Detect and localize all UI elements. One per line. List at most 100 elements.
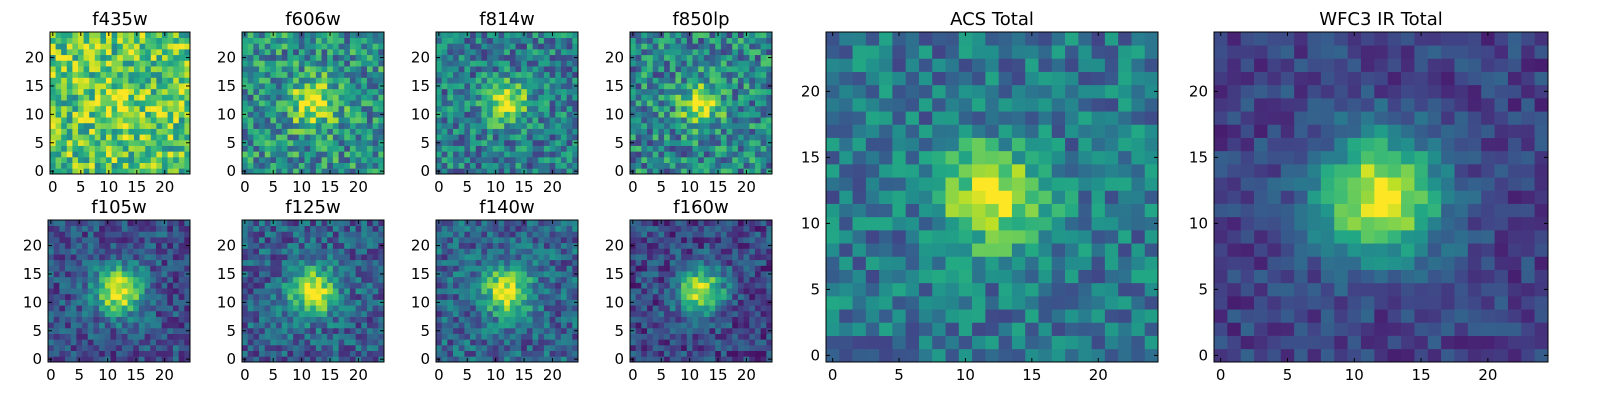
heatmap-cell	[481, 333, 488, 340]
heatmap-cell	[287, 32, 294, 39]
heatmap-cell	[138, 242, 145, 249]
heatmap-cell	[293, 105, 300, 112]
heatmap-cell	[259, 305, 266, 312]
heatmap-cell	[470, 66, 477, 73]
heatmap-cell	[310, 288, 317, 295]
heatmap-cell	[504, 128, 511, 135]
heatmap-cell	[378, 71, 385, 78]
heatmap-cell	[298, 242, 305, 249]
heatmap-cell	[310, 282, 317, 289]
heatmap-cell	[344, 248, 351, 255]
heatmap-cell	[458, 145, 465, 152]
heatmap-cell	[366, 168, 373, 175]
heatmap-cell	[641, 128, 648, 135]
heatmap-cell	[247, 288, 254, 295]
heatmap-cell	[543, 77, 550, 84]
heatmap-cell	[355, 254, 362, 261]
heatmap-cell	[743, 339, 750, 346]
heatmap-cell	[116, 282, 123, 289]
heatmap-cell	[635, 94, 642, 101]
heatmap-cell	[89, 145, 96, 152]
heatmap-cell	[509, 83, 516, 90]
heatmap-cell	[378, 265, 385, 272]
heatmap-cell	[276, 339, 283, 346]
heatmap-cell	[754, 83, 761, 90]
heatmap-cell	[349, 299, 356, 306]
heatmap-cell	[532, 242, 539, 249]
heatmap-cell	[66, 100, 73, 107]
heatmap-cell	[104, 299, 111, 306]
x-tick-label: 15	[514, 366, 533, 384]
heatmap-cell	[566, 265, 573, 272]
heatmap-cell	[167, 88, 174, 95]
heatmap-cell	[447, 259, 454, 266]
heatmap-cell	[669, 356, 676, 363]
heatmap-cell	[276, 139, 283, 146]
heatmap-cell	[492, 134, 499, 141]
heatmap-cell	[652, 66, 659, 73]
heatmap-cell	[754, 276, 761, 283]
heatmap-cell	[766, 88, 773, 95]
heatmap-cell	[310, 344, 317, 351]
heatmap-cell	[504, 83, 511, 90]
x-tick-label: 5	[268, 366, 278, 384]
heatmap-cell	[538, 344, 545, 351]
heatmap-cell	[664, 299, 671, 306]
heatmap-cell	[178, 356, 185, 363]
heatmap-cell	[526, 231, 533, 238]
heatmap-cell	[378, 117, 385, 124]
heatmap-cell	[458, 49, 465, 56]
y-tick-label: 10	[217, 293, 236, 311]
heatmap-cell	[737, 117, 744, 124]
heatmap-cell	[378, 248, 385, 255]
heatmap-cell	[647, 276, 654, 283]
heatmap-cell	[526, 288, 533, 295]
heatmap-cell	[264, 54, 271, 61]
heatmap-cell	[82, 344, 89, 351]
heatmap-cell	[355, 134, 362, 141]
heatmap-cell	[100, 60, 107, 67]
heatmap-cell	[447, 339, 454, 346]
heatmap-cell	[521, 322, 528, 329]
heatmap-cell	[184, 105, 191, 112]
heatmap-cell	[172, 231, 179, 238]
heatmap-cell	[675, 293, 682, 300]
heatmap-cell	[344, 128, 351, 135]
heatmap-cell	[344, 265, 351, 272]
heatmap-cell	[111, 77, 118, 84]
heatmap-cell	[100, 134, 107, 141]
heatmap-cell	[253, 54, 260, 61]
heatmap-cell	[526, 276, 533, 283]
heatmap-cell	[76, 276, 83, 283]
heatmap-cell	[715, 305, 722, 312]
heatmap-cell	[332, 71, 339, 78]
heatmap-cell	[121, 220, 128, 227]
heatmap-cell	[509, 344, 516, 351]
heatmap-cell	[247, 168, 254, 175]
heatmap-cell	[453, 32, 460, 39]
heatmap-cell	[703, 66, 710, 73]
heatmap-cell	[87, 350, 94, 357]
heatmap-cell	[253, 237, 260, 244]
heatmap-cell	[487, 37, 494, 44]
heatmap-cell	[532, 117, 539, 124]
heatmap-cell	[698, 356, 705, 363]
heatmap-cell	[641, 94, 648, 101]
heatmap-cell	[327, 344, 334, 351]
heatmap-cell	[470, 344, 477, 351]
heatmap-cell	[287, 111, 294, 118]
heatmap-cell	[281, 322, 288, 329]
heatmap-cell	[349, 231, 356, 238]
heatmap-cell	[247, 339, 254, 346]
y-tick-label: 10	[23, 293, 42, 311]
heatmap-cell	[526, 54, 533, 61]
heatmap-cell	[117, 66, 124, 73]
heatmap-cell	[366, 88, 373, 95]
heatmap-cell	[349, 60, 356, 67]
heatmap-cell	[372, 310, 379, 317]
x-tick-label: 10	[99, 178, 118, 196]
heatmap-cell	[560, 71, 567, 78]
heatmap-cell	[133, 339, 140, 346]
heatmap-cell	[253, 156, 260, 163]
heatmap-cell	[453, 88, 460, 95]
